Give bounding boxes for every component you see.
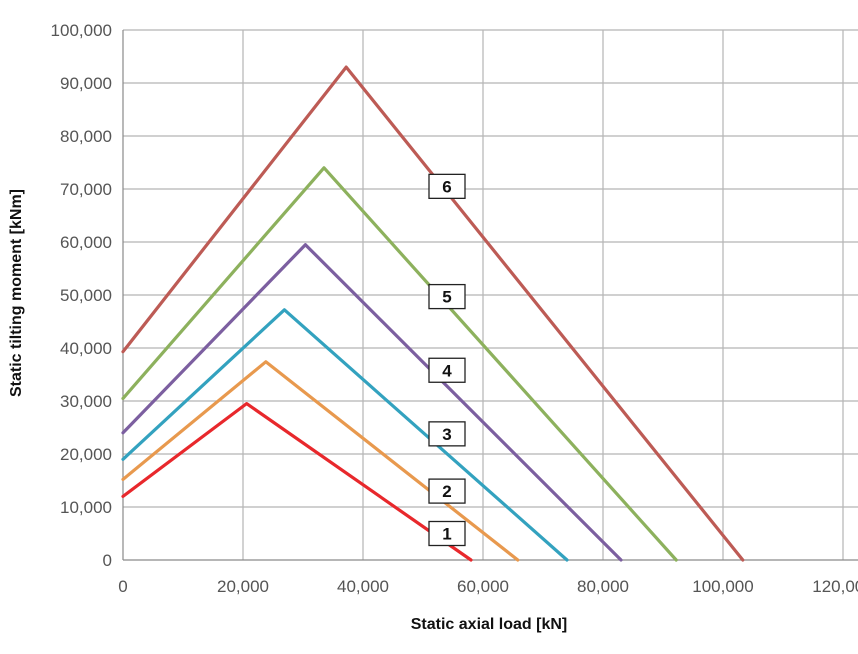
y-tick-label: 60,000: [60, 233, 112, 252]
curve-label-box-2: [428, 478, 466, 504]
series-line-6: [121, 65, 745, 562]
series-group: [121, 65, 745, 562]
curve-label-6: 6: [442, 177, 451, 196]
y-tick-label: 70,000: [60, 180, 112, 199]
series-line-1: [121, 402, 473, 562]
x-tick-label: 40,000: [337, 577, 389, 596]
y-tick-label: 80,000: [60, 127, 112, 146]
curve-label-box-3: [428, 421, 466, 447]
grid: [123, 29, 858, 560]
y-tick-label: 10,000: [60, 498, 112, 517]
x-tick-label: 0: [118, 577, 127, 596]
tick-labels: 020,00040,00060,00080,000100,000120,0000…: [51, 21, 858, 596]
curve-label-box-4: [428, 357, 466, 383]
axes: [122, 30, 858, 561]
y-tick-label: 30,000: [60, 392, 112, 411]
x-tick-label: 100,000: [692, 577, 753, 596]
y-tick-label: 40,000: [60, 339, 112, 358]
y-tick-label: 0: [103, 551, 112, 570]
y-tick-label: 90,000: [60, 74, 112, 93]
x-axis-title: Static axial load [kN]: [411, 616, 568, 633]
y-tick-label: 50,000: [60, 286, 112, 305]
curve-label-1: 1: [442, 525, 451, 544]
x-tick-label: 20,000: [217, 577, 269, 596]
x-tick-label: 80,000: [577, 577, 629, 596]
curve-label-4: 4: [442, 361, 452, 380]
curve-label-box-5: [428, 283, 466, 310]
annotations-group: 1 2 3 4 5 6: [428, 173, 466, 547]
series-line-3: [121, 308, 569, 562]
curve-label-5: 5: [442, 288, 451, 307]
x-tick-label: 60,000: [457, 577, 509, 596]
curve-label-box-1: [428, 520, 466, 547]
curve-label-box-6: [428, 173, 466, 200]
x-tick-label: 120,000: [812, 577, 858, 596]
series-line-5: [121, 166, 678, 562]
curve-label-2: 2: [442, 482, 451, 501]
y-tick-label: 20,000: [60, 445, 112, 464]
curve-label-3: 3: [442, 425, 451, 444]
series-line-4: [121, 243, 623, 562]
y-axis-title: Static tilting moment [kNm]: [8, 189, 25, 397]
y-tick-label: 100,000: [51, 21, 112, 40]
